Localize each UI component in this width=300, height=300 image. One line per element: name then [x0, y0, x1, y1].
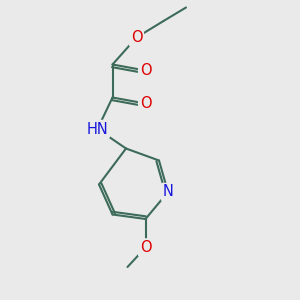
Text: O: O	[140, 63, 151, 78]
Text: HN: HN	[87, 122, 108, 136]
Text: O: O	[140, 240, 151, 255]
Text: O: O	[140, 96, 151, 111]
Text: O: O	[131, 30, 142, 45]
Text: N: N	[163, 184, 173, 200]
